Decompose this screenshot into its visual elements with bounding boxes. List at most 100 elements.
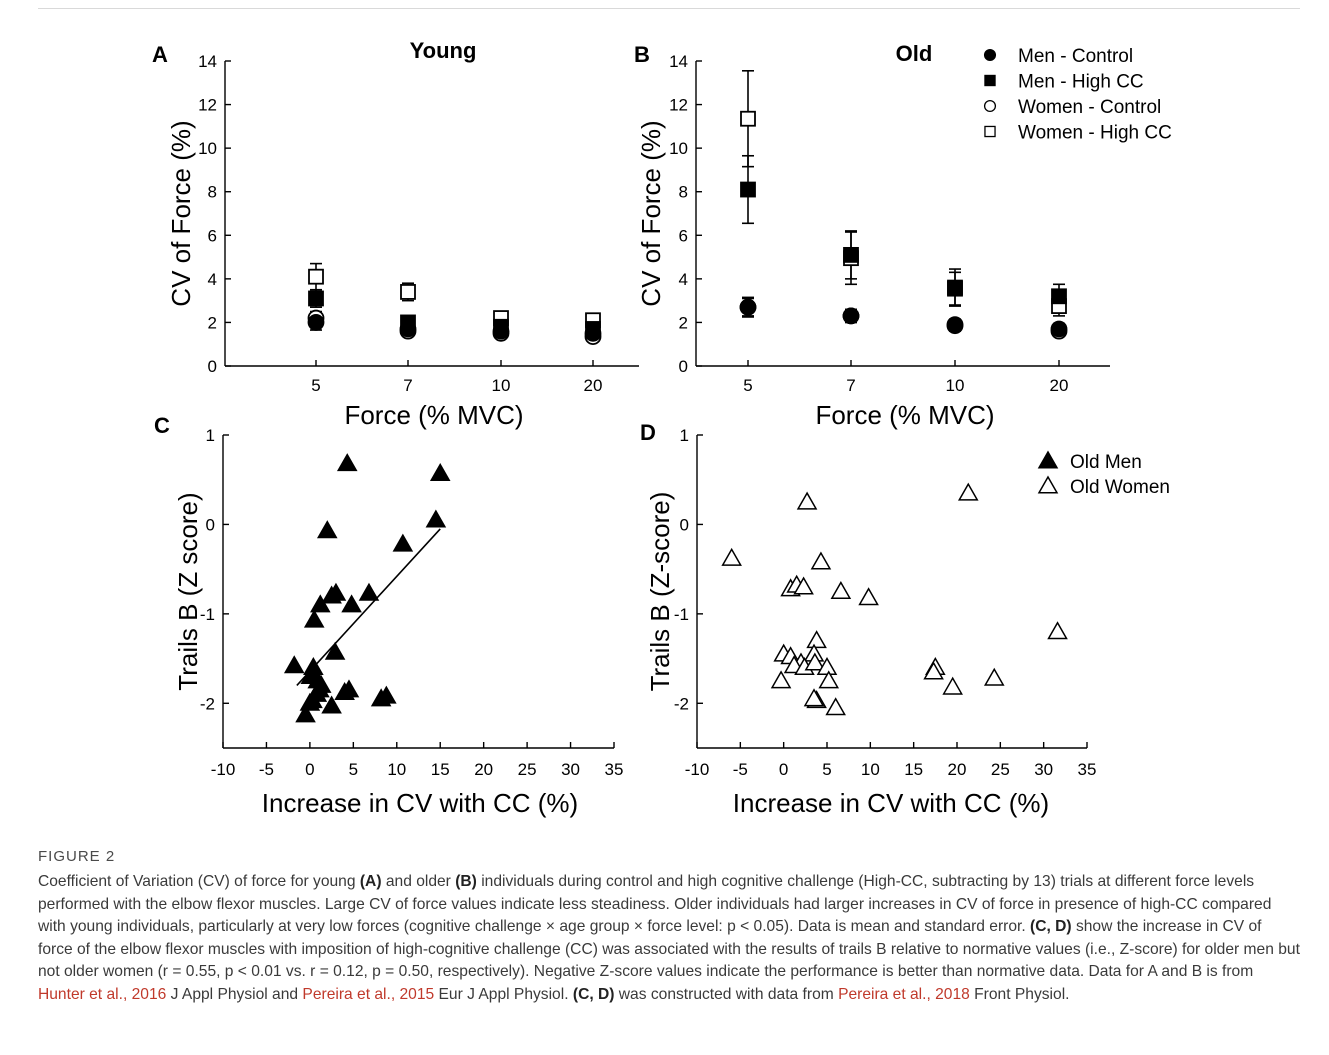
legend-label-men_highcc: Men - High CC	[1018, 72, 1144, 93]
data-point-men_control	[739, 298, 757, 316]
y-tick-label: 2	[208, 313, 217, 332]
y-tick-label: 0	[206, 515, 215, 534]
y-axis-label: CV of Force (%)	[636, 120, 666, 306]
x-tick-label: -10	[211, 760, 236, 779]
panel-b: 0 2 4 6 8 10 12 14 B Old CV of Force (%) 5 7 10 20 Forc…	[634, 41, 1172, 430]
data-point-old_men	[316, 520, 338, 539]
x-tick-label: -5	[733, 760, 748, 779]
data-point-old_men	[295, 704, 316, 723]
y-axis-label: Trails B (Z score)	[173, 492, 203, 690]
y-tick-label: 10	[198, 139, 217, 158]
data-point-women_highcc	[740, 110, 756, 127]
x-axis-label: Increase in CV with CC (%)	[262, 788, 578, 818]
x-tick-label: 5	[349, 760, 358, 779]
x-tick-label: 7	[403, 376, 412, 395]
y-tick-label: 4	[208, 270, 217, 289]
y-tick-label: 6	[208, 226, 217, 245]
data-point-men_highcc	[947, 279, 963, 296]
y-tick-label: 0	[208, 357, 217, 376]
x-tick-label: 5	[822, 760, 831, 779]
legend-marker-women_highcc	[984, 125, 996, 138]
data-point-old_men	[325, 582, 347, 601]
x-tick-label: 10	[492, 376, 511, 395]
legend-marker-men_highcc	[984, 74, 996, 87]
caption-text: show the increase in CV of force of the …	[38, 918, 1300, 981]
data-point-men_highcc	[585, 321, 601, 337]
y-tick-label: 12	[198, 96, 217, 115]
x-tick-label: 35	[605, 760, 624, 779]
x-tick-label: 5	[311, 376, 320, 395]
caption-bold: (B)	[455, 873, 477, 890]
data-point-men_highcc	[493, 318, 509, 335]
y-tick-label: -1	[674, 605, 689, 624]
x-tick-label: 30	[1034, 760, 1053, 779]
legend-label-women_control: Women - Control	[1018, 97, 1161, 118]
data-point-old_women	[830, 580, 852, 599]
data-point-men_highcc	[400, 314, 416, 331]
data-point-men_highcc	[1051, 288, 1067, 305]
data-point-old_men	[309, 679, 330, 698]
x-tick-label: -5	[259, 760, 274, 779]
top-divider	[38, 8, 1300, 9]
x-tick-label: 20	[1050, 376, 1069, 395]
y-tick-label: 10	[669, 139, 688, 158]
data-point-men_control	[946, 316, 964, 334]
data-point-old_women	[1047, 621, 1068, 640]
reference-link-pereira-2018[interactable]: Pereira et al., 2018	[838, 985, 970, 1003]
data-point-men_control	[1050, 320, 1068, 338]
reference-link-pereira-2015[interactable]: Pereira et al., 2015	[302, 985, 435, 1003]
y-axis-label: CV of Force (%)	[166, 120, 196, 306]
legend-label-women_highcc: Women - High CC	[1018, 123, 1172, 144]
panel-title: Old	[896, 41, 933, 66]
data-point-women_highcc	[308, 268, 324, 285]
data-point-men_highcc	[843, 246, 859, 263]
x-tick-label: 0	[305, 760, 314, 779]
data-point-old_men	[321, 695, 342, 714]
data-point-old_men	[336, 453, 358, 472]
panel-title: Young	[410, 38, 477, 63]
data-point-old_women	[806, 630, 827, 649]
panel-a: 0 2 4 6 8 10 12 14 A Young CV of Force (%) 5 7 10 20 Fo…	[152, 38, 639, 430]
caption-bold: (C, D)	[572, 985, 615, 1003]
data-point-old_women	[983, 667, 1005, 686]
y-tick-label: 6	[679, 226, 688, 245]
data-point-old_men	[376, 685, 397, 704]
x-tick-label: 10	[946, 376, 965, 395]
caption-text: J Appl Physiol and	[166, 985, 303, 1003]
x-tick-label: -10	[685, 760, 710, 779]
data-point-old_women	[858, 587, 879, 606]
x-tick-label: 20	[948, 760, 967, 779]
x-tick-label: 15	[431, 760, 450, 779]
data-point-old_women	[818, 670, 840, 689]
caption-text: Coefficient of Variation (CV) of force f…	[38, 873, 360, 890]
data-point-old_women	[810, 551, 832, 570]
x-tick-label: 35	[1078, 760, 1097, 779]
panel-letter: B	[634, 42, 650, 67]
data-point-old_men	[303, 609, 325, 628]
figure-label: FIGURE 2	[38, 848, 116, 865]
data-point-old_women	[942, 676, 963, 695]
legend-marker-old-men	[1037, 450, 1059, 469]
y-tick-label: 2	[679, 313, 688, 332]
legend-label-men_control: Men - Control	[1018, 46, 1133, 67]
y-tick-label: 8	[208, 183, 217, 202]
y-tick-label: 14	[669, 52, 688, 71]
reference-link-hunter-2016[interactable]: Hunter et al., 2016	[38, 985, 167, 1003]
x-tick-label: 25	[991, 760, 1010, 779]
x-tick-label: 10	[861, 760, 880, 779]
x-tick-label: 15	[904, 760, 923, 779]
data-point-old_men	[425, 509, 447, 528]
legend-marker-women_control	[983, 99, 997, 113]
x-axis-label: Force (% MVC)	[815, 400, 994, 430]
x-tick-label: 25	[518, 760, 537, 779]
data-point-old_men	[324, 641, 346, 660]
caption-text: Front Physiol.	[969, 985, 1070, 1003]
data-point-old_men	[338, 679, 360, 698]
y-tick-label: 0	[679, 357, 688, 376]
x-tick-label: 30	[561, 760, 580, 779]
x-tick-label: 7	[846, 376, 855, 395]
data-point-old_women	[796, 491, 818, 510]
